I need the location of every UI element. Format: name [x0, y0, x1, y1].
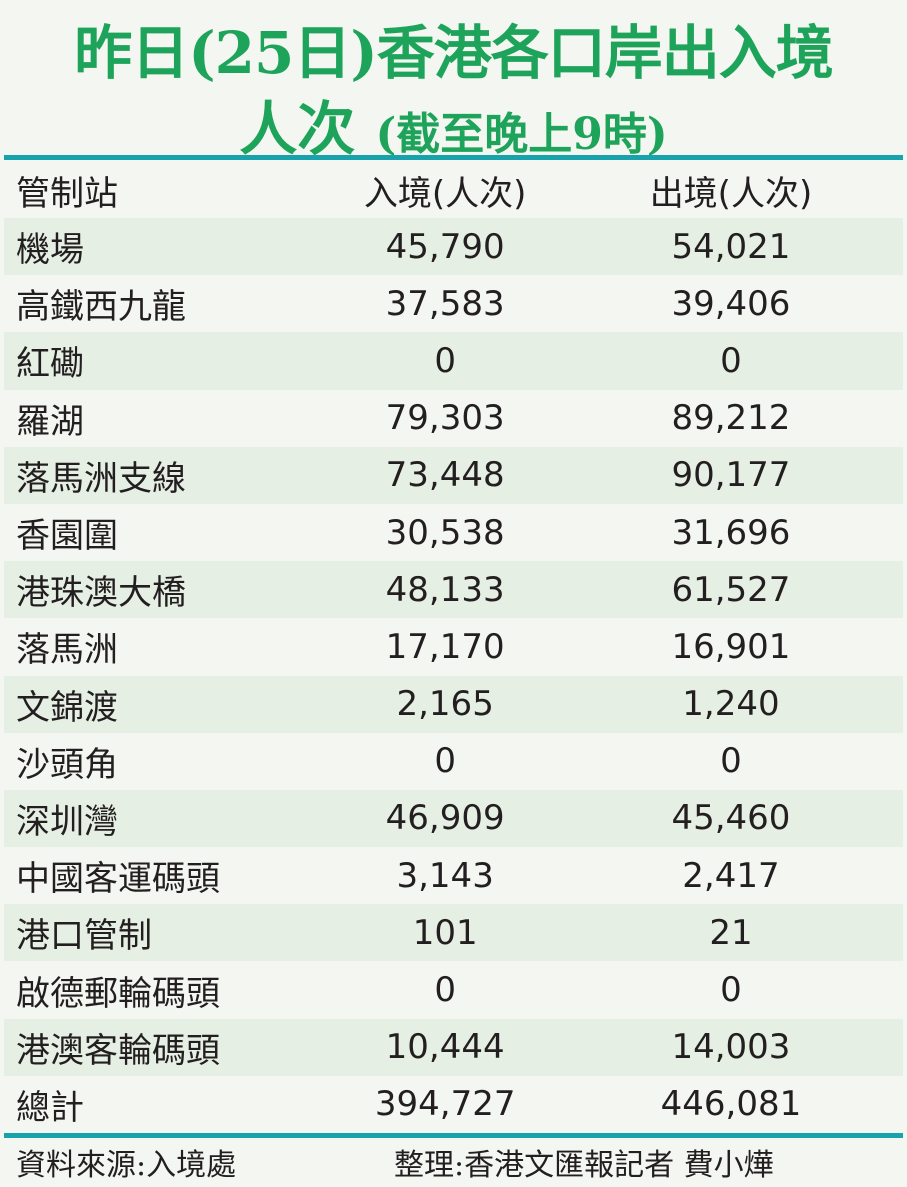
exit-cell: 54,021 [671, 226, 791, 267]
table-row: 港澳客輪碼頭 10,444 14,003 [4, 1018, 903, 1076]
entry-cell: 101 [412, 912, 478, 953]
station-cell: 沙頭角 [16, 744, 118, 785]
total-row: 總計 394,727 446,081 [4, 1076, 903, 1133]
exit-cell: 2,417 [682, 855, 780, 896]
station-cell: 啟德郵輪碼頭 [16, 973, 220, 1014]
entry-cell: 10,444 [385, 1027, 505, 1068]
exit-cell: 39,406 [671, 283, 791, 324]
exit-cell: 31,696 [671, 512, 791, 553]
table-row: 紅磡 0 0 [4, 332, 903, 390]
entry-cell: 79,303 [385, 398, 505, 439]
credit-note: 整理:香港文匯報記者 費小燁 [394, 1148, 774, 1183]
station-cell: 落馬洲支線 [16, 458, 186, 499]
exit-cell: 21 [709, 912, 753, 953]
entry-cell: 2,165 [396, 684, 494, 725]
station-cell: 總計 [16, 1087, 84, 1128]
station-cell: 機場 [16, 230, 84, 271]
entry-cell: 46,909 [385, 798, 505, 839]
station-cell: 中國客運碼頭 [16, 859, 220, 900]
exit-cell: 89,212 [671, 398, 791, 439]
table-row: 香園圍 30,538 31,696 [4, 504, 903, 561]
entry-cell: 73,448 [385, 455, 505, 496]
entry-cell: 0 [434, 340, 456, 381]
station-cell: 文錦渡 [16, 687, 118, 728]
exit-cell: 1,240 [682, 684, 780, 725]
header-station: 管制站 [16, 174, 118, 214]
entry-cell: 394,727 [374, 1084, 516, 1125]
station-cell: 高鐵西九龍 [16, 287, 186, 328]
source-note: 資料來源:入境處 [16, 1148, 237, 1183]
header-exit: 出境(人次) [649, 174, 813, 214]
station-cell: 落馬洲 [16, 630, 118, 671]
exit-cell: 0 [720, 970, 742, 1011]
table-row: 文錦渡 2,165 1,240 [4, 675, 903, 733]
entry-cell: 37,583 [385, 283, 505, 324]
entry-cell: 48,133 [385, 569, 505, 610]
table-row: 落馬洲支線 73,448 90,177 [4, 446, 903, 504]
exit-cell: 45,460 [671, 798, 791, 839]
bottom-divider [4, 1133, 903, 1138]
entry-cell: 0 [434, 741, 456, 782]
entry-cell: 0 [434, 970, 456, 1011]
entry-cell: 45,790 [385, 226, 505, 267]
exit-cell: 61,527 [671, 569, 791, 610]
table-row: 深圳灣 46,909 45,460 [4, 789, 903, 848]
station-cell: 港澳客輪碼頭 [16, 1030, 220, 1071]
entry-cell: 30,538 [385, 512, 505, 553]
station-cell: 深圳灣 [16, 801, 118, 842]
station-cell: 港珠澳大橋 [16, 573, 186, 614]
header-entry: 入境(人次) [363, 174, 527, 214]
title-sub: (截至晚上9時) [375, 109, 668, 160]
exit-cell: 14,003 [671, 1027, 791, 1068]
top-divider [4, 155, 903, 160]
exit-cell: 0 [720, 741, 742, 782]
exit-cell: 16,901 [671, 626, 791, 667]
exit-cell: 90,177 [671, 455, 791, 496]
table-row: 羅湖 79,303 89,212 [4, 390, 903, 447]
table-header: 管制站 入境(人次) 出境(人次) [4, 163, 903, 218]
data-table: 管制站 入境(人次) 出境(人次) 機場 45,790 54,021 高鐵西九龍 37,… [4, 163, 903, 1133]
entry-cell: 17,170 [385, 626, 505, 667]
table-row: 港口管制 101 21 [4, 904, 903, 962]
exit-cell: 0 [720, 340, 742, 381]
table-row: 落馬洲 17,170 16,901 [4, 618, 903, 675]
station-cell: 紅磡 [16, 344, 84, 385]
table-row: 啟德郵輪碼頭 0 0 [4, 961, 903, 1018]
station-cell: 香園圍 [16, 516, 118, 557]
exit-cell: 446,081 [660, 1084, 802, 1125]
table-row: 沙頭角 0 0 [4, 733, 903, 790]
table-row: 機場 45,790 54,021 [4, 218, 903, 276]
table-row: 港珠澳大橋 48,133 61,527 [4, 561, 903, 619]
station-cell: 羅湖 [16, 401, 84, 442]
entry-cell: 3,143 [396, 855, 494, 896]
table-row: 中國客運碼頭 3,143 2,417 [4, 847, 903, 904]
station-cell: 港口管制 [16, 916, 152, 957]
footer: 資料來源:入境處 整理:香港文匯報記者 費小燁 [16, 1140, 897, 1184]
title-main: 人次 [239, 95, 356, 163]
table-row: 高鐵西九龍 37,583 39,406 [4, 275, 903, 332]
title-line-1: 昨日(25日)香港各口岸出入境 [74, 19, 834, 87]
title-line-2: 人次 (截至晚上9時) [0, 82, 907, 166]
